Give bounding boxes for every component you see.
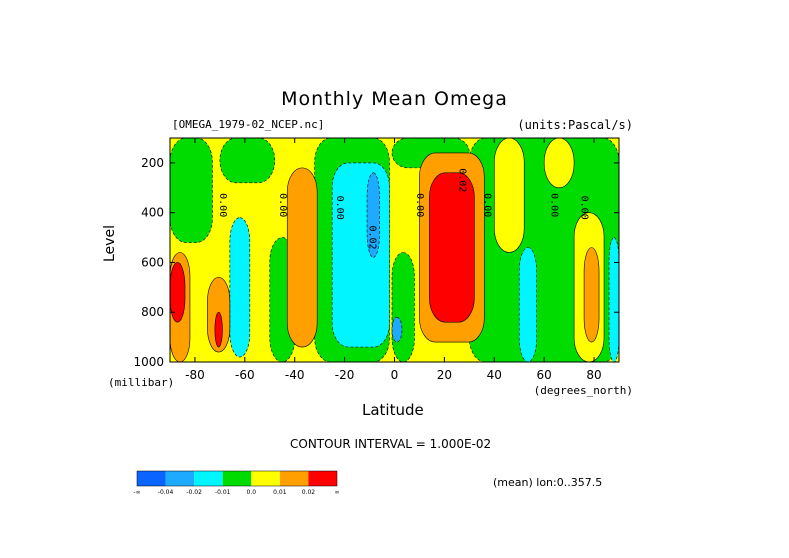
contour-label: 0.00 bbox=[481, 193, 492, 217]
x-tick-label: 20 bbox=[437, 368, 452, 382]
colorbar-label: 0.02 bbox=[302, 489, 316, 496]
x-axis-units: (degrees_north) bbox=[533, 384, 633, 397]
contour-labels: 0.00 0.00 0.00 0.02 0.00 0.02 0.00 0.00 0.00 bbox=[217, 168, 590, 249]
contour-region bbox=[391, 252, 415, 362]
x-tick-label: -80 bbox=[185, 368, 205, 382]
colorbar-swatch bbox=[308, 471, 337, 486]
colorbar-label: 0.0 bbox=[247, 489, 257, 496]
colorbar-swatch bbox=[137, 471, 166, 486]
contour-region bbox=[493, 138, 525, 253]
subset-label: (mean) lon:0..357.5 bbox=[493, 476, 603, 489]
contour-region bbox=[543, 138, 575, 189]
contour-label: 0.00 bbox=[334, 196, 345, 220]
contour-interval-label: CONTOUR INTERVAL = 1.000E-02 bbox=[290, 437, 492, 451]
y-tick-label: 800 bbox=[141, 305, 164, 319]
x-tick-label: 40 bbox=[487, 368, 502, 382]
contour-label: 0.02 bbox=[456, 168, 467, 192]
contour-region bbox=[583, 247, 600, 343]
colorbar-swatch bbox=[251, 471, 280, 486]
units-label: (units:Pascal/s) bbox=[517, 118, 633, 132]
contour-region bbox=[366, 172, 380, 258]
colorbar-label: -0.02 bbox=[186, 489, 202, 496]
contour-label: 0.00 bbox=[549, 193, 560, 217]
contour-region bbox=[229, 217, 251, 358]
colorbar-label: ∞ bbox=[335, 489, 340, 496]
contour-region bbox=[170, 262, 186, 323]
contour-fills bbox=[170, 138, 619, 362]
x-tick-label: -20 bbox=[335, 368, 355, 382]
colorbar-swatch bbox=[279, 471, 309, 486]
axis-ticks: -80 -60 -40 -20 0 20 40 60 80 200 400 600 800 1000 bbox=[133, 138, 619, 382]
x-tick-label: -60 bbox=[235, 368, 255, 382]
contour-region bbox=[214, 311, 223, 348]
colorbar-swatch bbox=[194, 471, 223, 486]
contour-region bbox=[286, 167, 318, 348]
contour-region bbox=[429, 172, 475, 323]
x-axis-label: Latitude bbox=[362, 401, 424, 419]
x-tick-label: -40 bbox=[285, 368, 305, 382]
x-tick-label: 80 bbox=[586, 368, 601, 382]
contour-label: 0.00 bbox=[277, 193, 288, 217]
chart-title: Monthly Mean Omega bbox=[281, 88, 508, 110]
colorbar: -∞ -0.04 -0.02 -0.01 0.0 0.01 0.02 ∞ bbox=[133, 470, 340, 496]
y-axis-units: (millibar) bbox=[108, 376, 175, 389]
y-tick-label: 1000 bbox=[133, 355, 164, 369]
colorbar-label: -0.04 bbox=[158, 489, 174, 496]
colorbar-frame bbox=[136, 470, 338, 487]
dataset-label: [OMEGA_1979-02_NCEP.nc] bbox=[172, 118, 325, 131]
x-tick-label: 0 bbox=[391, 368, 399, 382]
y-tick-label: 200 bbox=[141, 156, 164, 170]
contour-region bbox=[170, 138, 213, 243]
contour-label: 0.00 bbox=[217, 193, 228, 217]
contour-region bbox=[608, 237, 619, 362]
contour-region bbox=[391, 316, 403, 343]
contour-region bbox=[518, 247, 537, 362]
y-tick-label: 600 bbox=[141, 255, 164, 269]
contour-label: 0.02 bbox=[367, 226, 378, 250]
colorbar-label: -0.01 bbox=[215, 489, 231, 496]
contour-region bbox=[219, 138, 276, 184]
colorbar-label: 0.01 bbox=[273, 489, 287, 496]
x-tick-label: 60 bbox=[537, 368, 552, 382]
colorbar-swatch bbox=[165, 471, 195, 486]
contour-region bbox=[331, 162, 390, 348]
y-tick-label: 400 bbox=[141, 206, 164, 220]
colorbar-label: -∞ bbox=[133, 489, 140, 496]
contour-label: 0.00 bbox=[579, 196, 590, 220]
colorbar-swatch bbox=[222, 471, 252, 486]
contour-label: 0.00 bbox=[414, 193, 425, 217]
